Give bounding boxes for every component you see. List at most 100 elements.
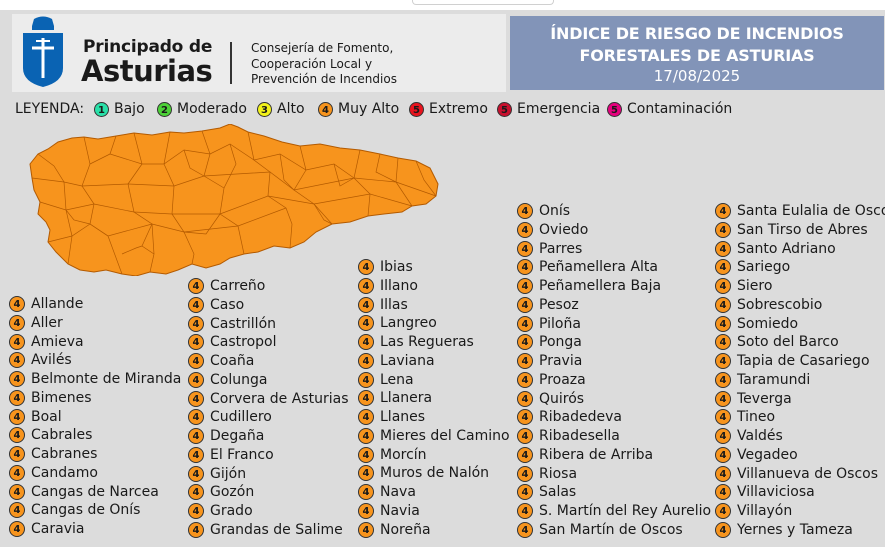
risk-level-badge: 4 [517,446,533,463]
municipality-name: Ribera de Arriba [539,446,654,463]
risk-level-badge: 4 [517,278,533,294]
municipality-item: 4 Morcín [358,446,427,464]
municipality-name: Amieva [31,333,84,350]
municipality-name: Llanes [380,409,426,425]
municipality-name: Santa Eulalia de Oscos [737,203,885,219]
municipality-item: 4 Onís [517,202,570,220]
risk-level-badge: 4 [715,353,731,369]
municipality-name: Peñamellera Alta [539,259,658,276]
municipality-item: 4 Illas [358,296,408,314]
asturias-risk-map [29,124,439,276]
risk-level-badge: 4 [188,428,204,444]
risk-level-badge: 4 [358,390,374,407]
risk-level-badge: 4 [517,334,533,351]
risk-level-badge: 3 [257,101,272,117]
municipality-name: Quirós [539,390,585,407]
municipality-item: 4 Proaza [517,371,586,389]
risk-level-badge: 4 [517,428,533,444]
risk-level-badge: 4 [715,428,731,444]
municipality-name: Soto del Barco [737,334,839,351]
municipality-name: Grandas de Salime [210,521,343,538]
legend-item: 2 Moderado [157,100,247,118]
risk-level-badge: 4 [358,502,374,519]
municipality-item: 4 Ribadesella [517,427,620,445]
municipality-name: Tineo [737,409,776,426]
municipality-item: 4 Muros de Nalón [358,464,489,482]
municipality-name: El Franco [210,446,274,463]
municipality-name: Noreña [380,521,431,538]
risk-level-badge: 4 [517,221,533,238]
municipality-name: Onís [539,203,571,219]
municipality-item: 4 Soto del Barco [715,333,839,351]
municipality-item: 4 Sariego [715,258,790,276]
risk-level-badge: 1 [94,101,109,117]
municipality-item: 4 S. Martín del Rey Aurelio [517,502,711,520]
risk-level-badge: 4 [358,315,374,332]
municipality-name: Vegadeo [737,446,798,463]
risk-level-badge: 4 [715,521,731,538]
logo-panel [12,14,506,92]
legend-item: 4 Muy Alto [318,100,399,118]
risk-level-badge: 4 [715,390,731,407]
risk-level-badge: 4 [188,390,204,407]
top-bar [0,0,885,10]
risk-level-badge: 4 [715,278,731,294]
municipality-name: San Martín de Oscos [539,521,683,538]
risk-level-badge: 4 [715,409,731,426]
municipality-name: Candamo [31,464,98,481]
municipality-item: 4 Santa Eulalia de Oscos [715,202,885,220]
risk-level-badge: 5 [607,101,622,117]
municipality-item: 4 Cudillero [188,408,272,426]
risk-level-badge: 4 [358,521,374,538]
municipality-item: 4 Aller [9,314,63,332]
municipality-name: Peñamellera Baja [539,278,662,294]
municipality-name: Allande [31,296,84,312]
risk-level-badge: 4 [9,446,25,462]
municipality-name: San Tirso de Abres [737,221,868,238]
risk-level-badge: 4 [358,427,374,444]
risk-level-badge: 4 [188,296,204,313]
header-divider [230,42,232,84]
municipality-item: 4 Villanueva de Oscos [715,465,878,483]
risk-level-badge: 4 [715,371,731,388]
municipality-name: Carreño [210,278,266,294]
municipality-item: 4 Allande [9,295,83,313]
municipality-item: 4 Avilés [9,351,72,369]
municipality-item: 4 Villayón [715,502,792,520]
title-line2: FORESTALES DE ASTURIAS [579,46,815,65]
risk-level-badge: 4 [715,203,731,219]
risk-level-badge: 4 [188,409,204,426]
risk-level-badge: 4 [188,353,204,369]
risk-level-badge: 4 [9,296,25,312]
municipality-item: 4 Santo Adriano [715,240,836,258]
risk-level-badge: 4 [517,521,533,538]
municipality-item: 4 Corvera de Asturias [188,390,348,408]
municipality-item: 4 Siero [715,277,772,295]
municipality-name: Avilés [31,352,72,369]
municipality-item: 4 San Martín de Oscos [517,521,683,539]
municipality-name: Proaza [539,371,586,388]
title-line1: ÍNDICE DE RIESGO DE INCENDIOS [550,24,844,43]
risk-level-badge: 4 [358,409,374,425]
risk-level-badge: 5 [497,101,512,117]
legend-item: 5 Emergencia [497,100,600,118]
risk-level-badge: 5 [409,101,424,117]
municipality-name: Bimenes [31,389,92,406]
municipality-name: Cangas de Narcea [31,483,159,500]
risk-level-badge: 4 [9,371,25,387]
municipality-item: 4 Nava [358,483,416,501]
municipality-name: Ponga [539,334,582,351]
legend-item: 5 Contaminación [607,100,732,118]
municipality-item: 4 Riosa [517,465,577,483]
municipality-name: Lena [380,371,414,388]
municipality-name: Boal [31,408,62,425]
department-name: Consejería de Fomento, Cooperación Local… [251,41,397,88]
municipality-name: Tapia de Casariego [737,353,870,369]
risk-level-badge: 4 [358,446,374,463]
top-tab[interactable] [412,0,554,5]
municipality-name: Caso [210,296,245,313]
org-name-line2: Asturias [81,54,213,88]
municipality-item: 4 Carreño [188,277,265,295]
municipality-item: 4 Sobrescobio [715,296,822,314]
municipality-item: 4 Laviana [358,352,435,370]
